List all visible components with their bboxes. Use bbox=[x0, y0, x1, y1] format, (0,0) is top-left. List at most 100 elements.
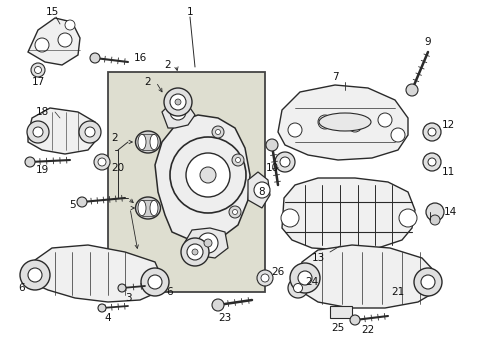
Circle shape bbox=[187, 244, 203, 260]
Text: 2: 2 bbox=[112, 133, 118, 143]
Text: 6: 6 bbox=[167, 287, 173, 297]
Circle shape bbox=[257, 270, 273, 286]
Bar bbox=[108, 72, 265, 292]
Text: 20: 20 bbox=[111, 163, 124, 173]
Circle shape bbox=[170, 137, 246, 213]
Text: 21: 21 bbox=[392, 287, 405, 297]
Text: 12: 12 bbox=[441, 120, 455, 130]
Circle shape bbox=[65, 20, 75, 30]
Circle shape bbox=[77, 197, 87, 207]
Polygon shape bbox=[282, 178, 415, 250]
Circle shape bbox=[118, 284, 126, 292]
Circle shape bbox=[399, 209, 417, 227]
Circle shape bbox=[198, 233, 218, 253]
Circle shape bbox=[232, 210, 238, 215]
Circle shape bbox=[58, 33, 72, 47]
Circle shape bbox=[164, 88, 192, 116]
Text: 22: 22 bbox=[361, 325, 375, 335]
Circle shape bbox=[348, 118, 362, 132]
Circle shape bbox=[20, 260, 50, 290]
Polygon shape bbox=[278, 85, 408, 160]
Circle shape bbox=[28, 268, 42, 282]
Circle shape bbox=[378, 113, 392, 127]
Circle shape bbox=[236, 158, 241, 162]
Circle shape bbox=[216, 130, 220, 135]
Text: 6: 6 bbox=[19, 283, 25, 293]
Circle shape bbox=[141, 268, 169, 296]
Text: 5: 5 bbox=[69, 200, 75, 210]
Polygon shape bbox=[28, 108, 98, 154]
Polygon shape bbox=[298, 245, 438, 308]
Ellipse shape bbox=[150, 200, 158, 216]
Text: 17: 17 bbox=[31, 77, 45, 87]
Polygon shape bbox=[185, 228, 228, 258]
Circle shape bbox=[280, 157, 290, 167]
Circle shape bbox=[94, 154, 110, 170]
Text: 16: 16 bbox=[133, 53, 147, 63]
Text: 3: 3 bbox=[124, 293, 131, 303]
Circle shape bbox=[318, 115, 332, 129]
Circle shape bbox=[275, 152, 295, 172]
Circle shape bbox=[31, 63, 45, 77]
Circle shape bbox=[281, 209, 299, 227]
Text: 1: 1 bbox=[187, 7, 194, 17]
Circle shape bbox=[170, 104, 186, 120]
Circle shape bbox=[186, 153, 230, 197]
Polygon shape bbox=[248, 172, 270, 208]
Circle shape bbox=[428, 158, 436, 166]
Text: 10: 10 bbox=[266, 163, 278, 173]
Polygon shape bbox=[28, 245, 162, 302]
Polygon shape bbox=[28, 18, 80, 65]
Text: 24: 24 bbox=[305, 277, 318, 287]
Text: 18: 18 bbox=[35, 107, 49, 117]
Circle shape bbox=[90, 53, 100, 63]
Ellipse shape bbox=[138, 134, 146, 150]
Ellipse shape bbox=[136, 197, 161, 219]
Circle shape bbox=[170, 94, 186, 110]
Circle shape bbox=[229, 206, 241, 218]
Text: 11: 11 bbox=[441, 167, 455, 177]
Circle shape bbox=[25, 157, 35, 167]
Circle shape bbox=[298, 271, 312, 285]
Circle shape bbox=[212, 126, 224, 138]
Circle shape bbox=[294, 284, 302, 292]
Circle shape bbox=[181, 238, 209, 266]
Circle shape bbox=[430, 215, 440, 225]
Circle shape bbox=[350, 315, 360, 325]
Text: 2: 2 bbox=[165, 60, 172, 70]
Bar bbox=[330, 306, 352, 318]
Circle shape bbox=[414, 268, 442, 296]
Ellipse shape bbox=[150, 134, 158, 150]
Ellipse shape bbox=[138, 200, 146, 216]
Text: 7: 7 bbox=[332, 72, 338, 82]
Circle shape bbox=[266, 139, 278, 151]
Circle shape bbox=[290, 263, 320, 293]
Circle shape bbox=[148, 275, 162, 289]
Circle shape bbox=[254, 182, 270, 198]
Circle shape bbox=[79, 121, 101, 143]
Circle shape bbox=[428, 128, 436, 136]
Circle shape bbox=[406, 84, 418, 96]
Circle shape bbox=[421, 275, 435, 289]
Circle shape bbox=[200, 167, 216, 183]
Text: 8: 8 bbox=[259, 187, 265, 197]
Text: 9: 9 bbox=[425, 37, 431, 47]
Circle shape bbox=[33, 127, 43, 137]
Circle shape bbox=[391, 128, 405, 142]
Text: 14: 14 bbox=[443, 207, 457, 217]
Circle shape bbox=[232, 154, 244, 166]
Text: 13: 13 bbox=[311, 253, 324, 263]
Circle shape bbox=[204, 239, 212, 247]
Text: 23: 23 bbox=[219, 313, 232, 323]
Circle shape bbox=[288, 123, 302, 137]
Circle shape bbox=[175, 99, 181, 105]
Circle shape bbox=[288, 278, 308, 298]
Text: 19: 19 bbox=[35, 165, 49, 175]
Polygon shape bbox=[155, 115, 250, 242]
Text: 26: 26 bbox=[271, 267, 285, 277]
Text: 4: 4 bbox=[105, 313, 111, 323]
Circle shape bbox=[261, 274, 269, 282]
Text: 2: 2 bbox=[145, 77, 151, 87]
Text: 25: 25 bbox=[331, 323, 344, 333]
Circle shape bbox=[426, 203, 444, 221]
